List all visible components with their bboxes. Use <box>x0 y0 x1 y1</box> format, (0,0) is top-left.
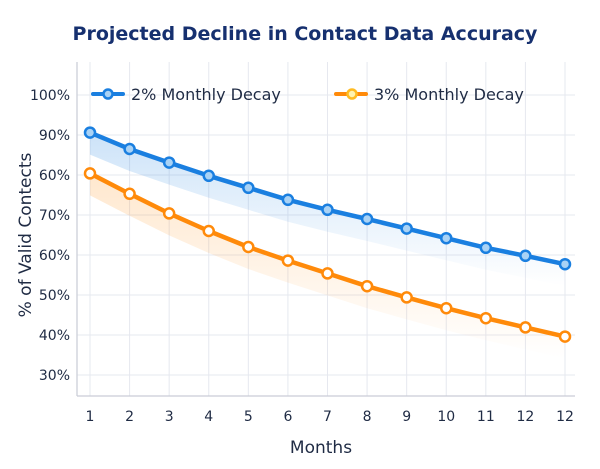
data-point <box>519 321 532 334</box>
data-point <box>281 193 295 207</box>
y-tick-label: 70% <box>39 208 70 224</box>
data-point <box>242 240 255 254</box>
x-tick-label: 12 <box>556 409 574 425</box>
x-tick-label: 5 <box>244 409 253 425</box>
legend-marker-blue <box>102 88 114 100</box>
data-point <box>360 212 374 226</box>
y-axis-ticks: 100% 90% 60% 70% 60% 50% 40% 30% <box>30 88 70 384</box>
legend-marker-orange <box>346 88 358 100</box>
legend-label: 3% Monthly Decay <box>374 85 524 104</box>
data-point <box>242 181 255 195</box>
data-point <box>321 203 334 217</box>
x-tick-label: 8 <box>363 409 372 425</box>
data-point <box>83 126 97 139</box>
data-point <box>400 291 413 304</box>
x-tick-label: 1 <box>86 409 95 425</box>
data-point <box>440 301 453 315</box>
chart-title: Projected Decline in Contact Data Accura… <box>73 23 539 45</box>
x-tick-label: 2 <box>125 409 134 425</box>
x-tick-label: 4 <box>204 409 213 425</box>
y-tick-label: 100% <box>30 88 70 104</box>
y-tick-label: 40% <box>39 328 70 344</box>
x-tick-label: 12 <box>517 409 535 425</box>
x-tick-label: 9 <box>402 409 411 425</box>
y-axis-label: % of Valid Contects <box>16 152 36 317</box>
y-tick-label: 60% <box>39 248 70 264</box>
x-axis-ticks: 1 2 3 4 5 6 7 8 9 10 11 12 12 <box>86 409 574 425</box>
data-point <box>558 257 572 271</box>
legend: 2% Monthly Decay 3% Monthly Decay <box>91 85 524 104</box>
data-point <box>440 231 453 245</box>
data-point <box>321 267 334 280</box>
data-point <box>202 169 215 183</box>
x-tick-label: 7 <box>323 409 332 425</box>
data-point <box>123 142 136 156</box>
data-point <box>281 254 295 267</box>
data-point <box>479 311 493 325</box>
series-layer <box>83 126 572 359</box>
legend-item-3pct: 3% Monthly Decay <box>334 85 524 104</box>
data-point <box>400 222 413 235</box>
y-tick-label: 30% <box>39 368 70 384</box>
data-point <box>202 224 215 238</box>
legend-label: 2% Monthly Decay <box>131 85 281 104</box>
data-point <box>162 156 176 169</box>
series-2pct <box>83 126 572 287</box>
grid <box>77 62 575 396</box>
x-tick-label: 11 <box>477 409 495 425</box>
data-point <box>519 249 532 263</box>
x-tick-label: 10 <box>437 409 455 425</box>
x-tick-label: 6 <box>283 409 292 425</box>
data-point <box>558 330 572 343</box>
data-point <box>162 207 176 220</box>
data-point <box>360 279 374 293</box>
x-axis-label: Months <box>290 438 352 458</box>
data-point <box>83 167 97 180</box>
y-tick-label: 60% <box>39 168 70 184</box>
data-point <box>123 187 136 201</box>
x-tick-label: 3 <box>165 409 174 425</box>
data-point <box>479 241 493 255</box>
series-glow <box>90 132 565 287</box>
series-3pct <box>83 167 572 359</box>
y-tick-label: 90% <box>39 128 70 144</box>
y-tick-label: 50% <box>39 288 70 304</box>
legend-item-2pct: 2% Monthly Decay <box>91 85 281 104</box>
